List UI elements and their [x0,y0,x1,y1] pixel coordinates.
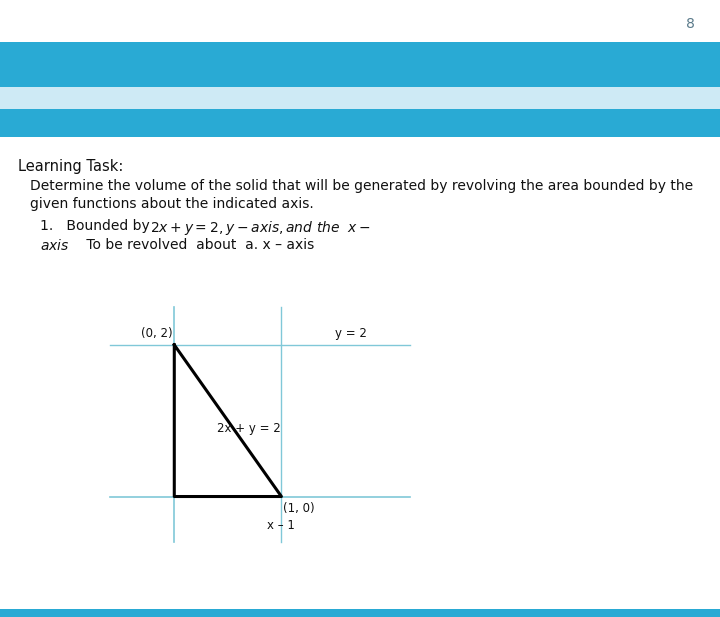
Bar [0,609,720,617]
Bar [0,109,720,137]
Text: given functions about the indicated axis.: given functions about the indicated axis… [30,197,314,211]
Text: 1.   Bounded by: 1. Bounded by [40,219,154,233]
Text: To be revolved  about  a. x – axis: To be revolved about a. x – axis [82,238,314,252]
Bar [0,42,720,87]
Text: (0, 2): (0, 2) [140,327,172,340]
Text: (1, 0): (1, 0) [284,502,315,515]
Text: $\mathbf{\mathit{axis}}$: $\mathbf{\mathit{axis}}$ [40,238,70,253]
Text: x – 1: x – 1 [268,518,295,531]
Text: 2x + y = 2: 2x + y = 2 [217,422,281,435]
Text: $\mathbf{\mathit{2x + y = 2, y - axis, and\ the\ \ x-}}$: $\mathbf{\mathit{2x + y = 2, y - axis, a… [150,219,371,237]
Text: Learning Task:: Learning Task: [18,159,123,174]
Text: Determine the volume of the solid that will be generated by revolving the area b: Determine the volume of the solid that w… [30,179,693,193]
Text: y = 2: y = 2 [335,327,367,340]
Bar [0,87,720,109]
Text: 8: 8 [686,17,695,31]
